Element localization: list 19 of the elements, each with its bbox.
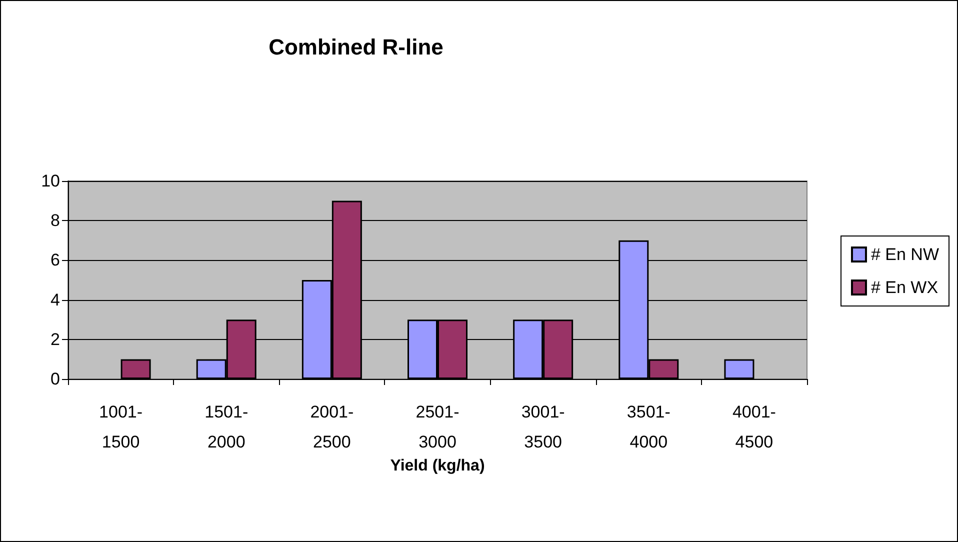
chart-title: Combined R-line	[268, 34, 444, 60]
x-tick-label: 2001-2500	[310, 402, 354, 452]
x-tick-label: 1501-2000	[204, 402, 248, 452]
y-tick-label: 8	[50, 211, 60, 230]
x-tick-label: 1001-1500	[99, 402, 143, 452]
legend-label: # En WX	[870, 278, 938, 297]
bar	[724, 359, 754, 379]
x-axis-title: Yield (kg/ha)	[390, 457, 485, 474]
x-tick-label: 2501-3000	[416, 402, 460, 452]
y-tick-label: 6	[50, 250, 60, 270]
y-tick-label: 10	[41, 172, 60, 190]
x-tick-label: 3501-4000	[626, 402, 670, 452]
y-tick-label: 2	[50, 330, 60, 349]
legend-label: # En NW	[870, 245, 940, 264]
x-tick-label: 4001-4500	[732, 402, 776, 452]
x-tick-label: 3001-3500	[521, 402, 565, 452]
bar	[120, 359, 151, 379]
y-tick-label: 0	[50, 370, 60, 388]
y-tick-label: 4	[50, 290, 60, 310]
